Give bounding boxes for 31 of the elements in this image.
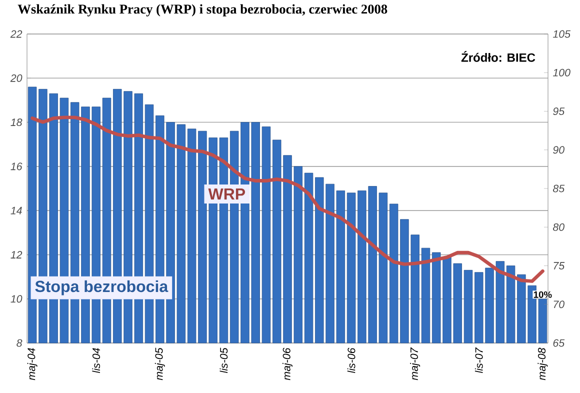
y-tick-label: 8	[16, 339, 22, 347]
x-tick-label: maj-05	[154, 348, 165, 380]
chart-title: Wskaźnik Rynku Pracy (WRP) i stopa bezrobocia, czerwiec 2008	[18, 4, 388, 16]
series-label: Stopa bezrobocia	[35, 280, 168, 296]
y-tick-label: 16	[10, 162, 22, 170]
x-tick-label: lis-05	[220, 348, 228, 374]
y2-tick-label: 80	[552, 223, 564, 231]
x-tick-label: lis-04	[92, 348, 100, 374]
y2-tick-label: 105	[552, 30, 571, 38]
y2-tick-label: 85	[552, 184, 565, 192]
y-tick-label: 10	[10, 295, 22, 303]
annotation: Źródło: BIEC	[461, 51, 536, 62]
y2-tick-label: 65	[553, 339, 565, 347]
y2-tick-label: 75	[554, 262, 565, 270]
x-tick-label: maj-07	[410, 347, 420, 380]
y-tick-label: 14	[10, 206, 22, 214]
data-label: 10%	[534, 291, 552, 298]
y-tick-label: 12	[10, 250, 22, 258]
y2-tick-label: 100	[552, 68, 570, 76]
series-label: WRP	[208, 188, 246, 200]
y2-tick-label: 70	[554, 300, 564, 308]
x-tick-label: lis-06	[347, 348, 356, 374]
x-tick-label: maj-04	[27, 348, 38, 380]
y2-tick-label: 90	[553, 146, 564, 154]
x-tick-label: maj-08	[538, 348, 548, 380]
x-tick-label: maj-06	[282, 348, 292, 380]
y2-tick-label: 95	[553, 107, 565, 116]
y-tick-label: 18	[10, 118, 22, 126]
y-tick-label: 20	[10, 74, 22, 82]
y-tick-label: 22	[10, 30, 22, 38]
x-tick-label: lis-07	[474, 347, 483, 374]
